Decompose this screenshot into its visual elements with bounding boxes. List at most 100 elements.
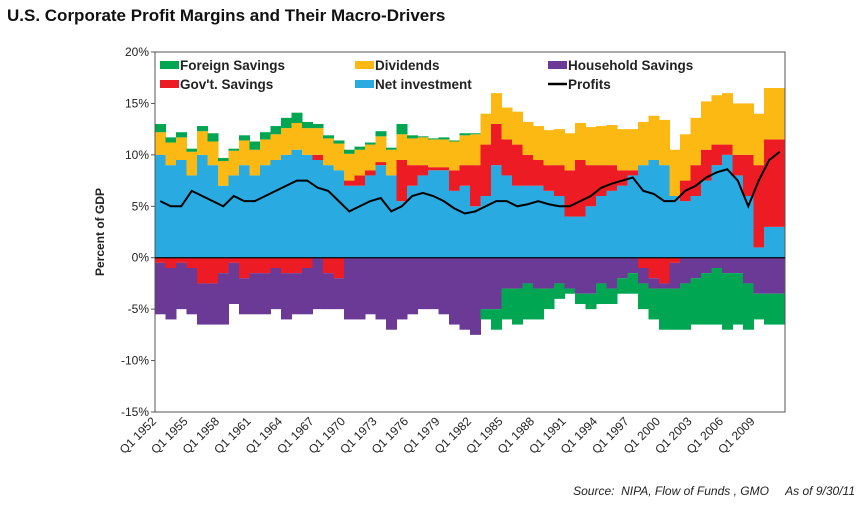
bar-foreign-savings xyxy=(417,136,429,138)
bar-dividends xyxy=(459,135,471,166)
bar-gov-t-savings xyxy=(207,257,219,284)
bar-household-savings xyxy=(302,268,313,315)
bar-foreign-savings xyxy=(648,288,660,320)
bar-household-savings xyxy=(396,257,408,320)
bar-household-savings xyxy=(659,283,670,289)
bar-gov-t-savings xyxy=(743,154,754,196)
bar-foreign-savings xyxy=(753,293,765,320)
bar-household-savings xyxy=(648,278,660,289)
bar-household-savings xyxy=(480,257,492,310)
legend-label-foreign-savings: Foreign Savings xyxy=(180,58,285,73)
bar-dividends xyxy=(501,107,513,140)
bar-net-investment xyxy=(312,160,324,258)
bar-gov-t-savings xyxy=(669,257,681,263)
bar-household-savings xyxy=(690,257,702,279)
bar-household-savings xyxy=(522,257,534,284)
bar-net-investment xyxy=(659,165,670,258)
legend-label-household-savings: Household Savings xyxy=(568,58,693,73)
bar-net-investment xyxy=(543,190,555,258)
bar-net-investment xyxy=(218,185,229,258)
bar-foreign-savings xyxy=(512,288,523,325)
bar-household-savings xyxy=(554,257,565,284)
bar-gov-t-savings xyxy=(249,257,261,274)
bar-dividends xyxy=(543,130,555,166)
bar-foreign-savings xyxy=(239,135,250,141)
bar-gov-t-savings xyxy=(291,257,303,274)
bar-foreign-savings xyxy=(533,288,544,320)
bar-net-investment xyxy=(459,185,471,258)
y-tick-label: 0% xyxy=(132,251,150,265)
bar-gov-t-savings xyxy=(512,144,523,186)
bar-dividends xyxy=(281,128,292,155)
bar-net-investment xyxy=(249,175,261,258)
bar-dividends xyxy=(396,134,408,160)
bar-net-investment xyxy=(680,201,691,258)
bar-gov-t-savings xyxy=(176,257,187,263)
bar-household-savings xyxy=(239,278,250,315)
bar-dividends xyxy=(491,93,502,124)
legend-label-gov-t-savings: Gov't. Savings xyxy=(180,77,273,92)
bar-dividends xyxy=(176,137,187,160)
bar-household-savings xyxy=(722,257,733,274)
bar-dividends xyxy=(564,133,576,171)
bar-net-investment xyxy=(606,190,618,258)
bar-net-investment xyxy=(155,154,166,258)
bar-net-investment xyxy=(690,196,702,258)
bar-gov-t-savings xyxy=(585,165,597,207)
bar-gov-t-savings xyxy=(575,160,586,217)
bar-household-savings xyxy=(270,268,282,310)
bar-gov-t-savings xyxy=(491,124,502,166)
bar-foreign-savings xyxy=(281,117,292,129)
y-tick-label: 10% xyxy=(125,148,149,162)
y-tick-label: 5% xyxy=(132,199,150,213)
bar-household-savings xyxy=(428,257,439,310)
bar-net-investment xyxy=(512,185,523,258)
bar-dividends xyxy=(239,140,250,166)
bar-gov-t-savings xyxy=(470,165,481,207)
bar-household-savings xyxy=(438,257,450,315)
bar-net-investment xyxy=(417,175,429,258)
bar-household-savings xyxy=(701,257,712,274)
bar-household-savings xyxy=(501,257,513,289)
bar-foreign-savings xyxy=(575,293,586,304)
bar-gov-t-savings xyxy=(596,165,607,196)
bar-foreign-savings xyxy=(333,140,345,144)
y-tick-label: 20% xyxy=(125,45,149,59)
bar-gov-t-savings xyxy=(312,154,324,160)
bar-gov-t-savings xyxy=(354,175,366,186)
legend-swatch-household-savings xyxy=(548,61,567,69)
bar-net-investment xyxy=(648,160,660,258)
bar-net-investment xyxy=(638,165,649,258)
bar-household-savings xyxy=(218,273,229,325)
bar-gov-t-savings xyxy=(722,144,733,155)
bar-household-savings xyxy=(617,257,628,279)
bar-household-savings xyxy=(323,273,334,310)
bar-gov-t-savings xyxy=(543,165,555,191)
bar-net-investment xyxy=(354,185,366,258)
bar-gov-t-savings xyxy=(365,170,376,176)
bar-household-savings xyxy=(207,283,219,325)
bar-gov-t-savings xyxy=(155,257,166,263)
bar-net-investment xyxy=(438,170,450,258)
bar-net-investment xyxy=(774,226,786,258)
legend-swatch-gov-t-savings xyxy=(160,80,179,88)
y-axis-label: Percent of GDP xyxy=(93,188,107,276)
bar-gov-t-savings xyxy=(659,257,670,284)
bar-gov-t-savings xyxy=(449,170,460,191)
bar-dividends xyxy=(155,132,166,155)
bar-net-investment xyxy=(375,165,387,258)
bar-dividends xyxy=(575,122,586,160)
bar-net-investment xyxy=(701,180,712,258)
bar-dividends xyxy=(312,128,324,155)
bar-net-investment xyxy=(533,185,544,258)
bar-net-investment xyxy=(617,185,628,258)
bar-net-investment xyxy=(732,175,744,258)
bar-gov-t-savings xyxy=(627,170,639,176)
bar-net-investment xyxy=(207,165,219,258)
bar-dividends xyxy=(354,149,366,176)
bar-gov-t-savings xyxy=(764,139,775,227)
bar-foreign-savings xyxy=(396,124,408,135)
bar-gov-t-savings xyxy=(648,257,660,279)
bar-foreign-savings xyxy=(491,309,502,330)
